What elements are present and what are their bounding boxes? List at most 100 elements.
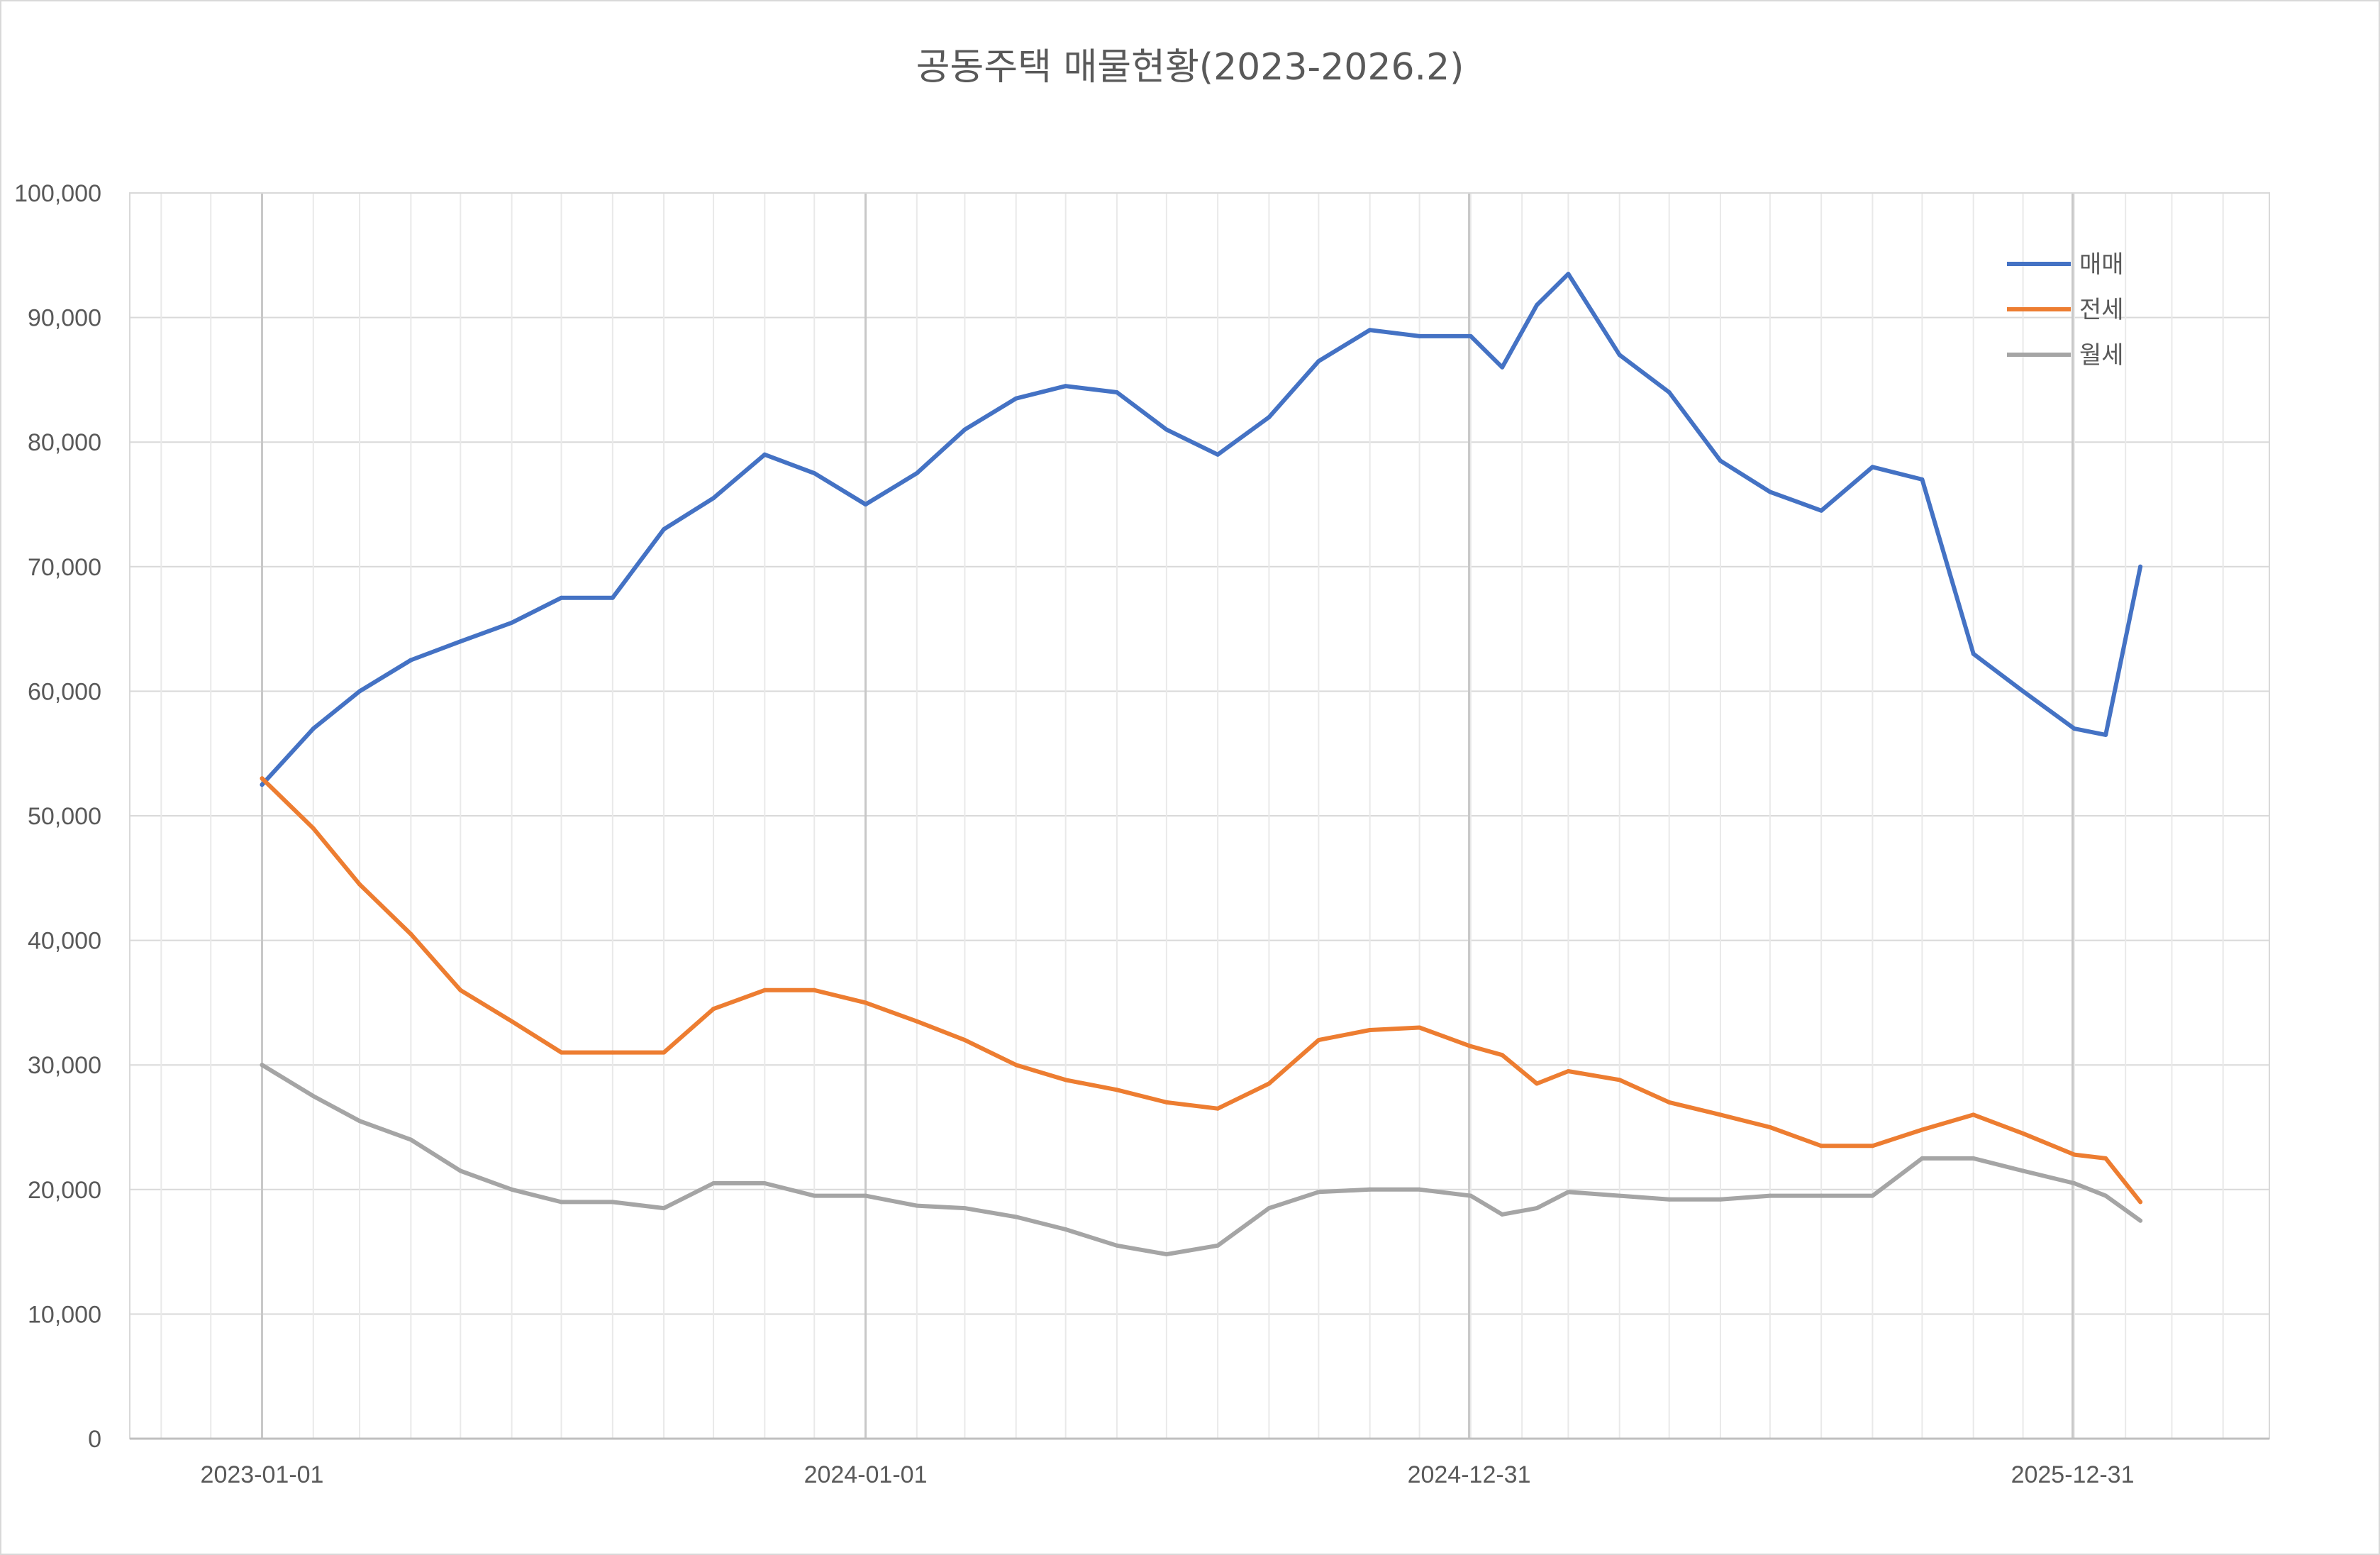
data-point — [1667, 1197, 1672, 1202]
data-point — [863, 1000, 868, 1005]
data-point — [1216, 452, 1220, 457]
data-point — [1367, 1187, 1372, 1192]
y-tick-label: 30,000 — [28, 1052, 101, 1079]
data-point — [1718, 458, 1723, 463]
data-point — [962, 427, 967, 432]
data-point — [662, 527, 667, 532]
data-point — [962, 1206, 967, 1211]
data-point — [762, 452, 767, 457]
data-point — [2072, 726, 2076, 731]
data-point — [1819, 1193, 1824, 1198]
data-point — [1971, 1156, 1976, 1161]
data-point — [2103, 1193, 2108, 1198]
data-point — [357, 1119, 362, 1124]
data-point — [1617, 353, 1622, 358]
y-tick-label: 90,000 — [28, 305, 101, 332]
data-point — [1870, 1193, 1875, 1198]
data-point — [509, 1019, 514, 1024]
data-point — [1316, 1038, 1321, 1043]
data-point — [812, 987, 817, 992]
data-point — [2020, 1168, 2025, 1173]
data-point — [610, 595, 615, 600]
data-point — [1114, 1243, 1119, 1248]
data-point — [260, 782, 265, 787]
data-point — [1971, 651, 1976, 656]
data-point — [1013, 396, 1018, 401]
data-point — [1367, 1028, 1372, 1032]
data-point — [1566, 1069, 1571, 1073]
data-point — [1767, 1125, 1772, 1129]
y-tick-label: 10,000 — [28, 1301, 101, 1328]
data-point — [408, 931, 413, 936]
data-point — [1667, 390, 1672, 394]
data-point — [662, 1206, 667, 1211]
data-point — [2020, 1131, 2025, 1136]
data-point — [1063, 1078, 1068, 1083]
data-point — [458, 1168, 463, 1173]
data-point — [914, 471, 919, 476]
data-point — [1535, 1081, 1540, 1086]
data-point — [1417, 1187, 1422, 1192]
legend-label: 월세 — [2079, 341, 2124, 370]
data-point — [1500, 1212, 1505, 1217]
data-point — [1417, 333, 1422, 338]
chart-title: 공동주택 매물현황(2023-2026.2) — [916, 46, 1464, 89]
data-point — [1316, 1190, 1321, 1195]
data-point — [863, 502, 868, 507]
data-point — [1819, 1144, 1824, 1149]
data-point — [1164, 1100, 1169, 1105]
data-point — [1367, 328, 1372, 333]
data-point — [1063, 384, 1068, 389]
y-tick-label: 70,000 — [28, 554, 101, 581]
data-point — [1767, 489, 1772, 494]
data-point — [711, 1007, 716, 1012]
data-point — [1718, 1112, 1723, 1117]
data-point — [1114, 390, 1119, 394]
gridlines — [129, 192, 2270, 1440]
data-point — [1267, 1081, 1272, 1086]
series-line-2 — [260, 776, 2143, 1205]
data-point — [1468, 1044, 1473, 1048]
data-point — [1417, 1025, 1422, 1030]
data-point — [1870, 465, 1875, 470]
y-tick-label: 20,000 — [28, 1177, 101, 1204]
data-point — [1617, 1193, 1622, 1198]
data-point — [1718, 1197, 1723, 1202]
data-point — [1267, 415, 1272, 420]
data-point — [1164, 1252, 1169, 1257]
data-point — [357, 689, 362, 694]
data-point — [1164, 427, 1169, 432]
data-point — [2138, 1200, 2143, 1205]
data-point — [1013, 1063, 1018, 1068]
x-tick-label: 2024-01-01 — [804, 1461, 928, 1488]
data-point — [1870, 1144, 1875, 1149]
data-point — [559, 1200, 564, 1205]
data-point — [1468, 333, 1473, 338]
x-tick-label: 2023-01-01 — [201, 1461, 324, 1488]
data-point — [2103, 1156, 2108, 1161]
data-point — [1767, 1193, 1772, 1198]
data-point — [1819, 508, 1824, 513]
data-point — [914, 1203, 919, 1208]
data-point — [1920, 1127, 1925, 1132]
data-point — [458, 639, 463, 644]
data-point — [1500, 1053, 1505, 1058]
x-tick-label: 2024-12-31 — [1408, 1461, 1531, 1488]
data-point — [863, 1193, 868, 1198]
y-tick-label: 40,000 — [28, 928, 101, 955]
data-point — [762, 1181, 767, 1185]
data-point — [311, 826, 316, 831]
legend-label: 매매 — [2079, 250, 2124, 279]
data-point — [509, 620, 514, 625]
x-tick-label: 2025-12-31 — [2011, 1461, 2135, 1488]
data-point — [1920, 477, 1925, 482]
data-point — [914, 1019, 919, 1024]
data-point — [1920, 1156, 1925, 1161]
series-line-1 — [260, 272, 2143, 787]
data-point — [357, 882, 362, 887]
data-point — [812, 1193, 817, 1198]
x-axis-tick-labels: 2023-01-01 2024-01-01 2024-12-31 2025-12-31 — [201, 1461, 2135, 1488]
data-point — [2020, 689, 2025, 694]
